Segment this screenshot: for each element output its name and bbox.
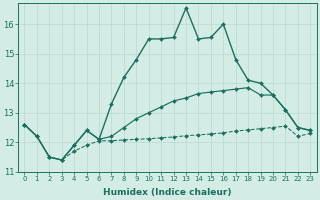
X-axis label: Humidex (Indice chaleur): Humidex (Indice chaleur) [103,188,232,197]
